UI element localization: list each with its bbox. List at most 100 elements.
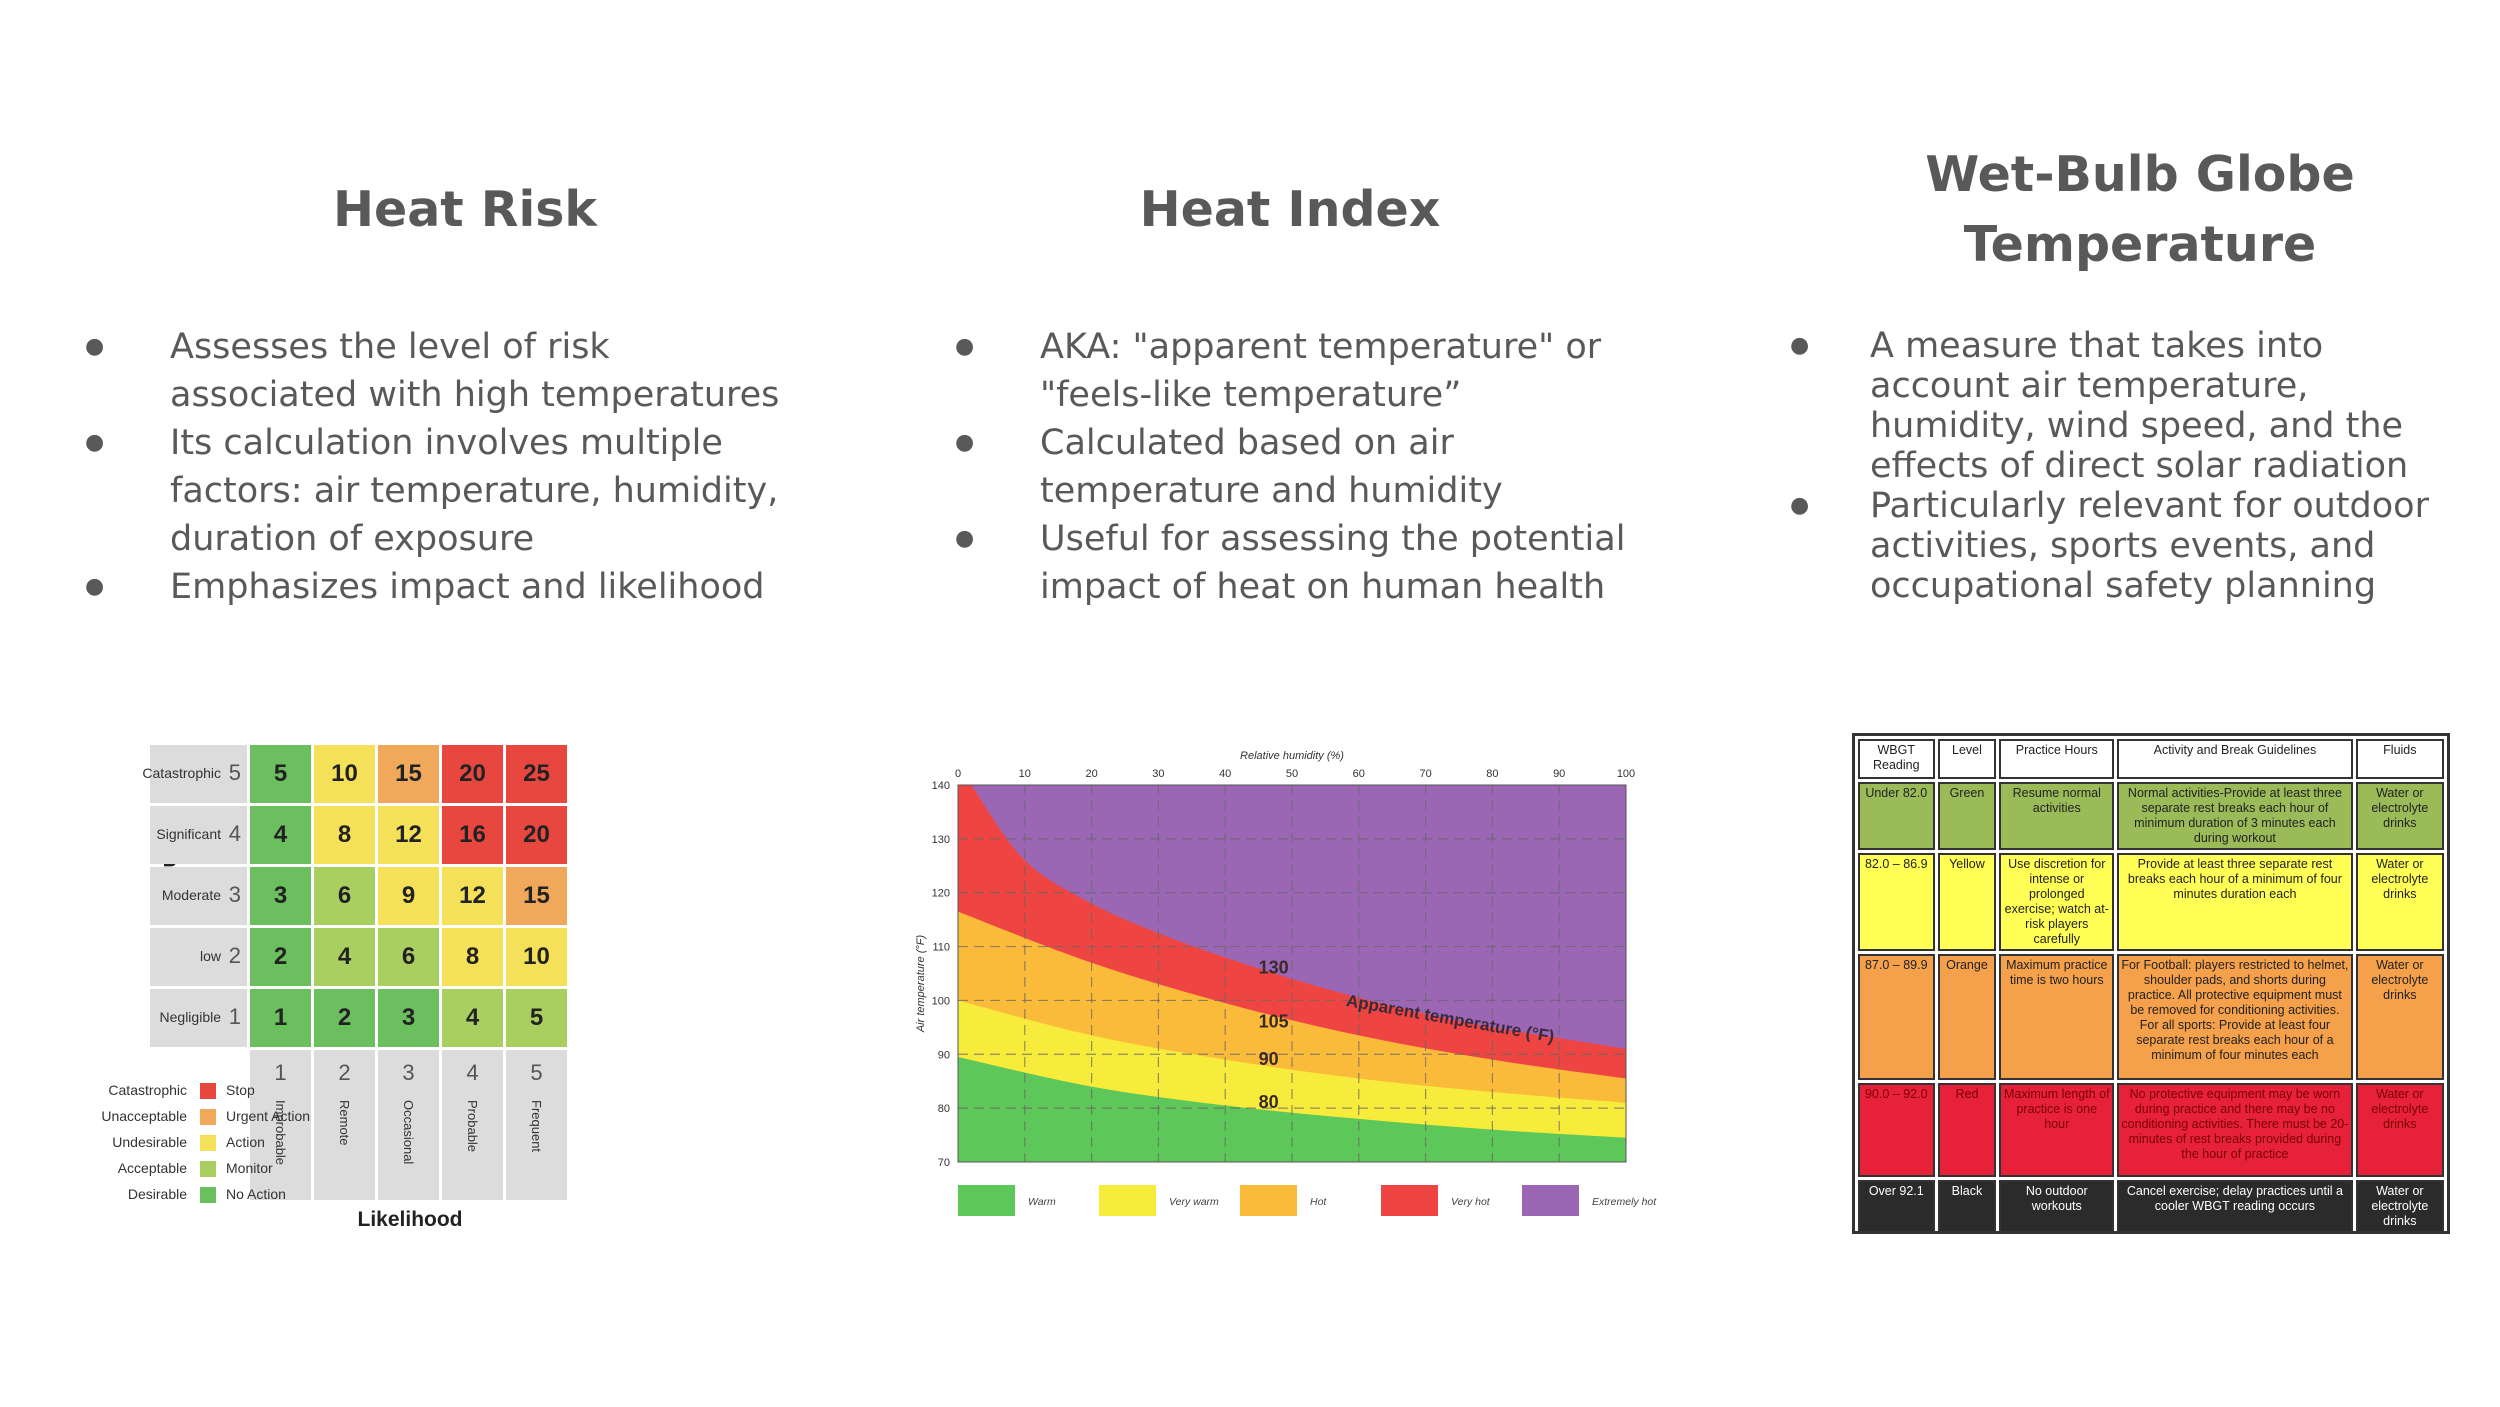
risk-cell: 12 (442, 867, 503, 925)
legend-action: Urgent Action (226, 1108, 311, 1124)
legend-swatch (1522, 1185, 1579, 1216)
impact-level-number: 1 (228, 1004, 241, 1029)
heat-risk-title: Heat Risk (332, 181, 598, 238)
wbgt-cell: Water or electrolyte drinks (2355, 954, 2444, 1080)
wbgt-row: 82.0 – 86.9 Yellow Use discretion for inte… (1858, 853, 2444, 951)
wbgt-row: Over 92.1 Black No outdoor workouts Cancel … (1858, 1180, 2444, 1233)
wbgt-table: WBGT Reading Level Practice Hours Activi… (1852, 733, 2450, 1234)
wbgt-cell: Cancel exercise; delay practices until a… (2117, 1180, 2353, 1233)
risk-cell: 6 (378, 928, 439, 986)
contour-label: 105 (1259, 1011, 1289, 1031)
legend-level: Undesirable (112, 1134, 187, 1150)
legend-level: Unacceptable (101, 1108, 187, 1124)
impact-level-label: Catastrophic 5 (142, 745, 247, 803)
legend-label: Extremely hot (1592, 1196, 1657, 1208)
likelihood-level-number: 5 (530, 1060, 543, 1085)
y-tick-label: 80 (938, 1103, 950, 1115)
legend-swatch (200, 1109, 216, 1125)
risk-cell: 20 (442, 745, 503, 803)
wbgt-header: Practice Hours (1999, 739, 2115, 779)
wbgt-header: Fluids (2355, 739, 2444, 779)
wbgt-cell: No outdoor workouts (1999, 1180, 2115, 1233)
risk-cell: 6 (314, 867, 375, 925)
legend-level: Catastrophic (108, 1082, 187, 1098)
wbgt-header: Activity and Break Guidelines (2117, 739, 2353, 779)
likelihood-level-label: 4 Probable (442, 1050, 503, 1200)
contour-label: 90 (1259, 1049, 1279, 1069)
risk-cell: 10 (314, 745, 375, 803)
bullet-item: Emphasizes impact and likelihood (85, 563, 805, 611)
likelihood-level-number: 3 (402, 1060, 415, 1085)
legend-action: Action (226, 1134, 265, 1150)
x-tick-label: 40 (1219, 768, 1231, 780)
y-tick-label: 100 (932, 995, 950, 1007)
wbgt-cell: Under 82.0 (1858, 782, 1935, 850)
impact-level-name: Negligible (159, 1009, 221, 1025)
y-tick-label: 90 (938, 1049, 950, 1061)
contour-label: 80 (1259, 1092, 1279, 1112)
zone-warm (958, 1056, 1626, 1162)
likelihood-level-number: 2 (338, 1060, 351, 1085)
x-tick-label: 30 (1152, 768, 1164, 780)
impact-level-number: 4 (228, 821, 241, 846)
wbgt-cell: Yellow (1937, 853, 1997, 951)
wbgt-row: 90.0 – 92.0 Red Maximum length of practice… (1858, 1083, 2444, 1177)
legend-label: Hot (1310, 1196, 1327, 1208)
risk-cell: 25 (506, 745, 567, 803)
wbgt-cell: Black (1937, 1180, 1997, 1233)
wbgt-cell: Water or electrolyte drinks (2355, 1083, 2444, 1177)
wbgt-bullets: A measure that takes into account air te… (1790, 326, 2470, 606)
wbgt-cell: 87.0 – 89.9 (1858, 954, 1935, 1080)
x-tick-label: 60 (1353, 768, 1365, 780)
wbgt-row: Under 82.0 Green Resume normal activities N… (1858, 782, 2444, 850)
legend-swatch (958, 1185, 1015, 1216)
wbgt-cell: Provide at least three separate rest bre… (2117, 853, 2353, 951)
y-tick-label: 140 (932, 780, 950, 792)
likelihood-level-label: 3 Occasional (378, 1050, 439, 1200)
impact-level-name: low (199, 948, 221, 964)
impact-level-name: Moderate (161, 887, 221, 903)
legend-swatch (1381, 1185, 1438, 1216)
likelihood-level-name: Frequent (529, 1100, 544, 1153)
bullet-item: AKA: "apparent temperature" or "feels-li… (955, 323, 1655, 419)
wbgt-cell: Over 92.1 (1858, 1180, 1935, 1233)
wbgt-cell: Red (1937, 1083, 1997, 1177)
heat-index-chart: 0 10 20 30 40 50 60 70 80 90 100 70 80 90 100 110 120 130… (915, 750, 1657, 1216)
bullet-item: Particularly relevant for outdoor activi… (1790, 486, 2470, 606)
legend-swatch (200, 1135, 216, 1151)
risk-cell: 8 (314, 806, 375, 864)
legend-level: Desirable (127, 1186, 187, 1202)
wbgt-cell: Maximum length of practice is one hour (1999, 1083, 2115, 1177)
wbgt-header: WBGT Reading (1858, 739, 1935, 779)
x-axis-label: Relative humidity (%) (1240, 750, 1344, 762)
impact-level-label: Negligible 1 (150, 989, 247, 1047)
likelihood-level-name: Remote (337, 1100, 352, 1146)
impact-level-name: Catastrophic (142, 765, 221, 781)
legend-swatch (200, 1161, 216, 1177)
y-tick-label: 110 (932, 942, 950, 954)
heat-index-bullets: AKA: "apparent temperature" or "feels-li… (955, 323, 1655, 611)
legend-swatch (1099, 1185, 1156, 1216)
risk-cell: 4 (314, 928, 375, 986)
risk-cell: 3 (378, 989, 439, 1047)
likelihood-level-number: 4 (466, 1060, 479, 1085)
legend-label: Very hot (1451, 1196, 1491, 1208)
legend-action: Stop (226, 1082, 255, 1098)
risk-cell: 15 (506, 867, 567, 925)
wbgt-cell: For Football: players restricted to helm… (2117, 954, 2353, 1080)
likelihood-level-label: 1 Improbable (250, 1050, 311, 1200)
risk-cell: 8 (442, 928, 503, 986)
wbgt-cell: Green (1937, 782, 1997, 850)
legend-level: Acceptable (117, 1160, 187, 1176)
impact-level-number: 5 (228, 760, 241, 785)
y-axis-label: Air temperature (°F) (915, 935, 927, 1034)
impact-level-number: 3 (228, 882, 241, 907)
risk-cell: 2 (314, 989, 375, 1047)
risk-cell: 10 (506, 928, 567, 986)
risk-cell: 20 (506, 806, 567, 864)
wbgt-cell: Water or electrolyte drinks (2355, 782, 2444, 850)
bullet-item: Assesses the level of risk associated wi… (85, 323, 805, 419)
wbgt-cell: Normal activities-Provide at least three… (2117, 782, 2353, 850)
wbgt-cell: 82.0 – 86.9 (1858, 853, 1935, 951)
likelihood-level-name: Probable (465, 1100, 480, 1153)
